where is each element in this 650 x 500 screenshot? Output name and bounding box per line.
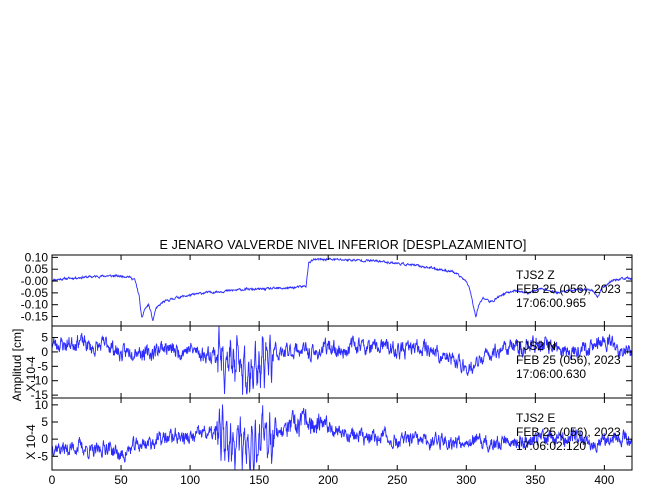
annotation-date-n: FEB 25 (056), 2023 — [516, 353, 621, 367]
y-tick-label-z-1: 0.05 — [25, 262, 49, 276]
x-tick-label-0: 0 — [49, 473, 56, 487]
y-tick-label-e-2: 0 — [41, 432, 48, 446]
annotation-date-z: FEB 25 (056), 2023 — [516, 282, 621, 296]
panel-frame-e — [51, 397, 633, 471]
x-tick-label-4: 200 — [318, 473, 338, 487]
y-tick-label-e-1: 5 — [41, 415, 48, 429]
x-tick-label-8: 400 — [594, 473, 614, 487]
annotation-time-n: 17:06:00.630 — [516, 367, 586, 381]
annotation-station-n: TJS2 N — [516, 339, 556, 353]
y-tick-label-n-2: -5 — [37, 359, 48, 373]
x-tick-label-7: 350 — [525, 473, 545, 487]
x-tick-label-6: 300 — [456, 473, 476, 487]
y-tick-label-n-3: -10 — [31, 374, 49, 388]
annotation-station-e: TJS2 E — [516, 411, 555, 425]
y-tick-label-z-2: -0.00 — [21, 274, 49, 288]
x-tick-label-3: 150 — [249, 473, 269, 487]
y-tick-label-n-4: -15 — [31, 388, 49, 402]
y-tick-label-z-3: -0.05 — [21, 286, 49, 300]
y-tick-label-z-4: -0.10 — [21, 298, 49, 312]
y-tick-label-n-0: 5 — [41, 331, 48, 345]
y-tick-label-z-5: -0.15 — [21, 310, 49, 324]
annotation-time-z: 17:06:00.965 — [516, 296, 586, 310]
y-tick-label-n-1: 0 — [41, 345, 48, 359]
y-tick-label-e-0: 10 — [35, 398, 49, 412]
series-line-n — [51, 325, 633, 395]
annotation-time-e: 17:06:02.120 — [516, 439, 586, 453]
x-tick-label-1: 50 — [114, 473, 128, 487]
scale-label-n: X 10-4 — [24, 356, 38, 392]
y-tick-label-z-0: 0.10 — [25, 250, 49, 264]
annotation-station-z: TJS2 Z — [516, 268, 555, 282]
scale-label-e: X 10-4 — [24, 424, 38, 460]
y-axis-label: Amplitud [cm] — [10, 329, 24, 402]
chart-title: E JENARO VALVERDE NIVEL INFERIOR [DESPLA… — [159, 238, 526, 252]
y-tick-label-e-3: -5 — [37, 449, 48, 463]
x-tick-label-2: 100 — [180, 473, 200, 487]
x-tick-label-5: 250 — [387, 473, 407, 487]
series-line-e — [51, 404, 633, 471]
series-line-z — [51, 257, 633, 322]
annotation-date-e: FEB 25 (056), 2023 — [516, 425, 621, 439]
